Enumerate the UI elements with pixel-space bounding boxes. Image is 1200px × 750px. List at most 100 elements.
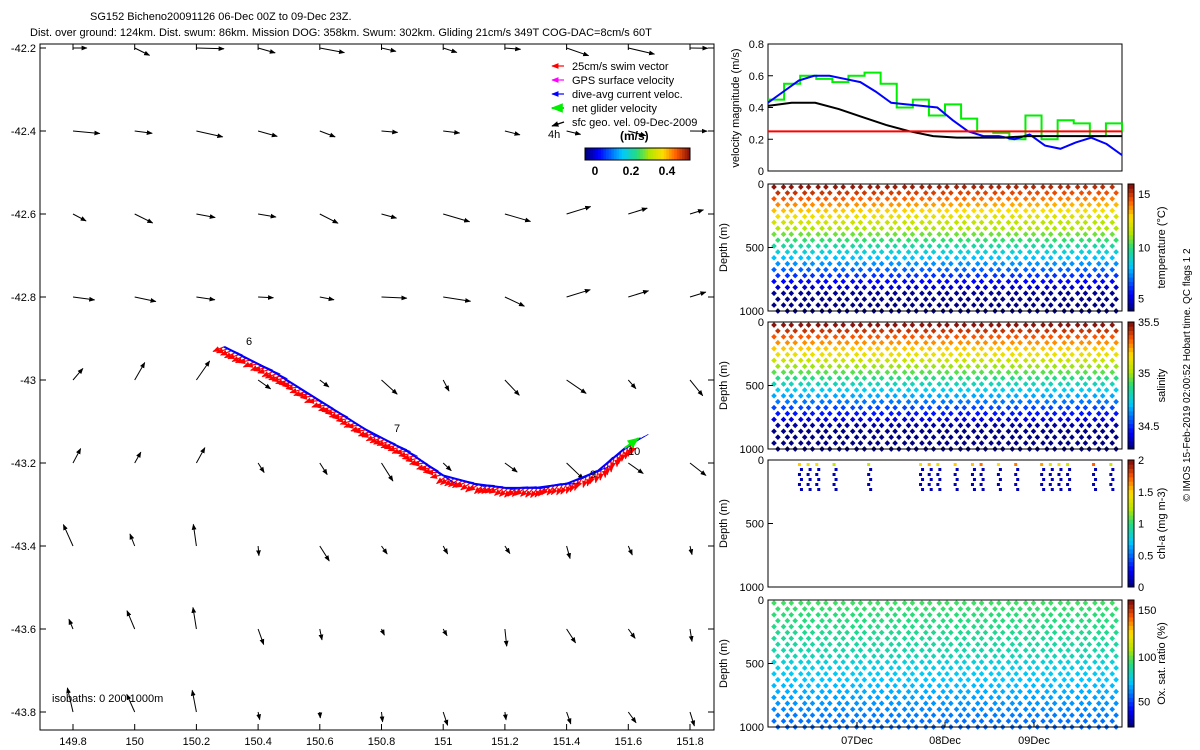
profile-point bbox=[832, 600, 839, 606]
geo-vector bbox=[381, 295, 408, 301]
profile-point bbox=[896, 712, 902, 719]
profile-point bbox=[844, 375, 850, 381]
profile-point bbox=[1026, 712, 1033, 719]
profile-point bbox=[1113, 387, 1119, 393]
profile-point bbox=[1082, 290, 1089, 297]
profile-point bbox=[970, 243, 977, 249]
profile-point bbox=[940, 700, 946, 707]
profile-y-tick-label: 500 bbox=[746, 659, 764, 671]
profile-point bbox=[979, 463, 983, 466]
profile-point bbox=[901, 404, 908, 411]
profile-point bbox=[844, 284, 850, 291]
profile-point bbox=[1040, 659, 1046, 665]
profile-point bbox=[1095, 410, 1102, 417]
profile-point bbox=[1009, 272, 1016, 279]
profile-point bbox=[780, 600, 787, 606]
geo-vector bbox=[72, 130, 101, 136]
profile-point bbox=[1048, 483, 1052, 486]
geo-vector bbox=[443, 47, 458, 54]
profile-point bbox=[970, 623, 977, 630]
profile-point bbox=[874, 369, 881, 376]
profile-point bbox=[1086, 225, 1093, 232]
profile-point bbox=[940, 296, 946, 303]
profile-point bbox=[840, 694, 847, 701]
profile-point bbox=[1069, 398, 1075, 405]
profile-point bbox=[1078, 249, 1085, 255]
profile-point bbox=[988, 302, 994, 308]
profile-point bbox=[1026, 398, 1033, 405]
geo-vector bbox=[627, 545, 633, 556]
profile-point bbox=[1069, 328, 1075, 334]
profile-point bbox=[970, 322, 977, 328]
profile-point bbox=[970, 473, 974, 476]
profile-point bbox=[1057, 322, 1064, 328]
profile-point bbox=[1044, 617, 1050, 624]
profile-point bbox=[930, 398, 937, 405]
profile-point bbox=[944, 600, 950, 606]
profile-point bbox=[1092, 345, 1098, 352]
profile-colorbar-cell bbox=[1128, 347, 1134, 353]
profile-point bbox=[1022, 381, 1029, 387]
profile-point bbox=[823, 302, 829, 308]
profile-point bbox=[1013, 243, 1020, 249]
profile-point bbox=[1065, 302, 1071, 308]
profile-point bbox=[1094, 478, 1098, 481]
profile-point bbox=[805, 195, 812, 202]
profile-point bbox=[953, 184, 960, 190]
profile-point bbox=[878, 225, 885, 232]
profile-point bbox=[792, 213, 799, 220]
profile-point bbox=[1040, 333, 1046, 340]
profile-point bbox=[809, 284, 816, 291]
profile-point bbox=[922, 712, 929, 719]
profile-point bbox=[992, 712, 998, 719]
profile-point bbox=[874, 255, 881, 261]
profile-y-tick-label: 0 bbox=[758, 455, 764, 467]
profile-colorbar-cell bbox=[1128, 209, 1134, 215]
profile-point bbox=[788, 278, 795, 285]
profile-point bbox=[788, 369, 795, 376]
profile-point bbox=[871, 225, 877, 232]
profile-point bbox=[965, 688, 972, 695]
profile-point bbox=[884, 255, 891, 261]
profile-point bbox=[853, 190, 860, 196]
profile-point bbox=[801, 201, 808, 208]
profile-point bbox=[1022, 195, 1029, 202]
profile-point bbox=[836, 249, 843, 255]
profile-point bbox=[826, 387, 833, 393]
profile-point bbox=[922, 237, 929, 243]
profile-point bbox=[784, 213, 791, 220]
profile-point bbox=[775, 434, 781, 441]
profile-point bbox=[936, 463, 940, 466]
profile-point bbox=[1017, 237, 1023, 243]
profile-point bbox=[996, 463, 1000, 466]
profile-point bbox=[1051, 665, 1058, 671]
profile-point bbox=[919, 266, 925, 273]
profile-point bbox=[844, 339, 850, 346]
profile-point bbox=[1016, 468, 1020, 471]
profile-point bbox=[826, 284, 833, 291]
profile-point bbox=[1030, 290, 1037, 297]
profile-point bbox=[926, 255, 933, 261]
profile-point bbox=[815, 393, 821, 399]
profile-point bbox=[930, 284, 937, 291]
geo-vector bbox=[134, 451, 142, 464]
geo-vector bbox=[504, 379, 520, 396]
profile-point bbox=[1092, 393, 1098, 399]
profile-point bbox=[853, 387, 860, 393]
profile-point bbox=[826, 249, 833, 255]
profile-point bbox=[878, 676, 885, 683]
profile-point bbox=[1047, 207, 1054, 214]
profile-ylabel: Depth (m) bbox=[718, 223, 730, 272]
colorbar-cell bbox=[621, 148, 625, 160]
profile-point bbox=[840, 393, 847, 399]
profile-point bbox=[823, 219, 829, 226]
profile-point bbox=[1103, 712, 1110, 719]
profile-point bbox=[1022, 333, 1029, 340]
profile-point bbox=[930, 296, 937, 303]
profile-point bbox=[1109, 659, 1116, 665]
profile-point bbox=[930, 688, 937, 695]
profile-point bbox=[992, 434, 998, 441]
profile-point bbox=[1069, 351, 1075, 358]
profile-point bbox=[1095, 617, 1102, 624]
